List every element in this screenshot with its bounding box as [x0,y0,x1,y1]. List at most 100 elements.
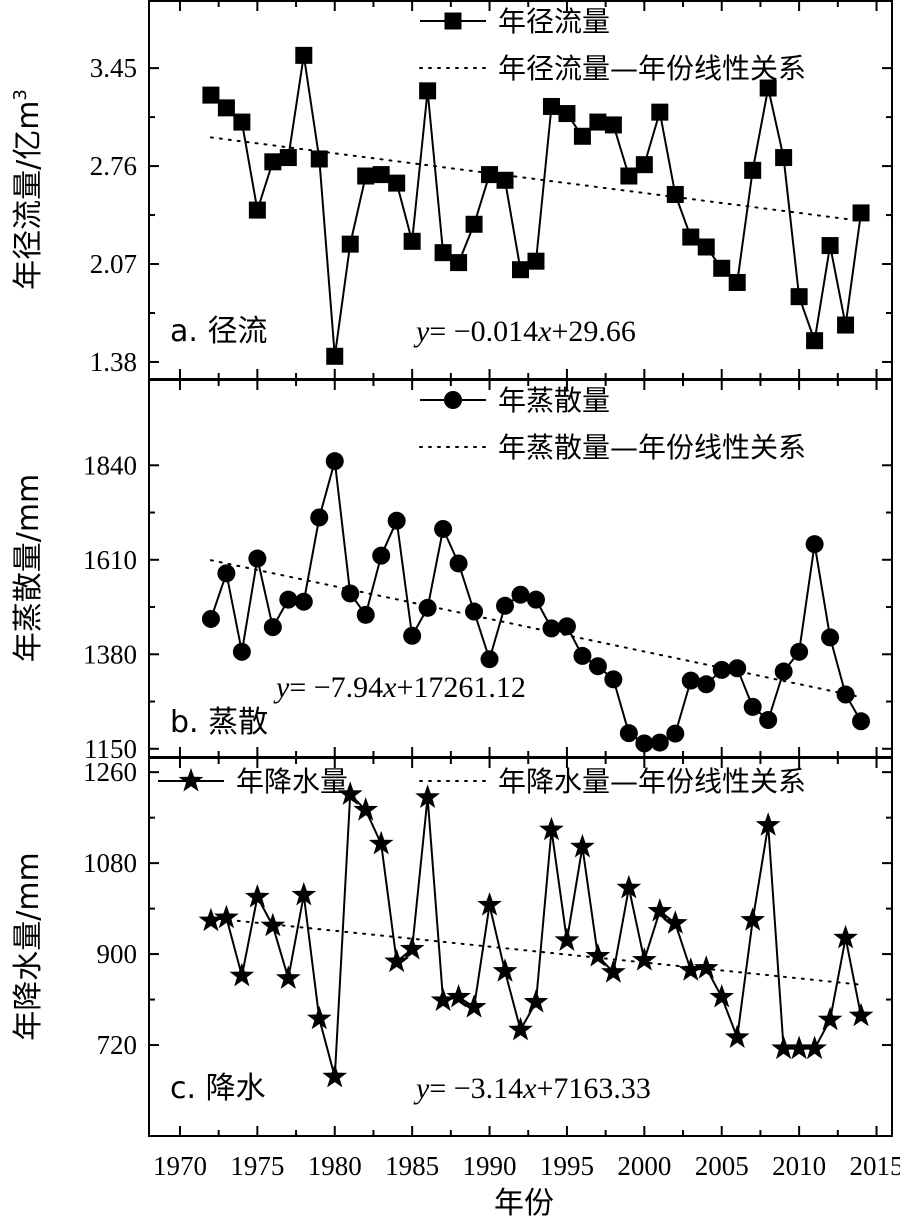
panel-3-data-point [771,1035,797,1060]
panel-3-data-point [817,1006,843,1031]
panel-2-legend-series-label: 年蒸散量 [498,384,610,417]
panel-1-data-point [744,161,762,179]
panel-1-y-tick-label: 3.45 [90,53,137,83]
panel-3-data-point [198,907,224,932]
panel-3-data-point [740,907,766,931]
panel-1-data-point [573,127,591,145]
panel-2-data-point [542,619,561,638]
panel-1-data-point [248,201,266,219]
panel-2-data-point [790,642,809,661]
panel-3-data-point [523,989,549,1013]
panel-2-data-point [681,671,700,690]
panel-2-data-point [341,584,360,603]
panel-1-data-point [666,185,684,203]
x-tick-label: 1970 [153,1151,207,1181]
panel-2-data-point [759,711,778,730]
panel-1-data-point [310,150,328,168]
x-tick-label: 1990 [463,1151,517,1181]
panel-2-y-tick-label: 1610 [83,545,137,575]
panel-2-data-point [821,628,840,647]
panel-2-data-point [712,660,731,679]
panel-2-data-point [743,697,762,716]
panel-1-data-point [728,273,746,291]
panel-3-data-point [631,947,657,971]
panel-3-data-point [322,1063,348,1088]
panel-3-data-point [570,833,595,858]
panel-1-data-point [604,116,622,134]
panel-1-data-point [357,167,375,185]
panel-1-data-point [527,252,545,270]
panel-3-data-point [585,943,611,967]
panel-3-label: c. 降水 [170,1071,266,1106]
panel-2-data-point [511,585,530,604]
panel-2-y-tick-label: 1380 [83,639,137,669]
panel-2-data-point [774,662,793,681]
panel-2-data-point [805,535,824,554]
panel-3-equation: y= −3.14x+7163.33 [413,1072,651,1105]
panel-1-data-point [759,79,777,97]
panel-3-legend-trend-label: 年降水量—年份线性关系 [498,765,806,798]
panel-1-data-point [775,149,793,167]
panel-3-data-point [709,984,735,1008]
panel-3-legend-series-label: 年降水量 [236,765,348,798]
panel-2-data-point [449,554,468,573]
panel-1-data-point [542,97,560,115]
panel-2-data-point [356,605,375,624]
panel-3-y-tick-label: 1080 [83,848,137,878]
panel-1-equation: y= −0.014x+29.66 [413,315,636,348]
panel-1-data-point [450,254,468,272]
panel-1-data-point [651,103,669,121]
panel-2-trend-line [209,559,863,699]
panel-2-y-axis-title: 年蒸散量/mm [11,474,46,663]
panel-2-data-point [263,618,282,637]
panel-2-data-point [403,626,422,645]
panel-3-data-point [601,959,626,983]
panel-2-data-point [418,598,437,617]
panel-3-data-point [492,958,518,982]
panel-2-legend-trend-label: 年蒸散量—年份线性关系 [498,431,806,464]
panel-1-data-point [372,166,390,184]
panel-2-data-point [697,675,716,694]
panel-2-label: b. 蒸散 [170,705,268,740]
x-tick-label: 2005 [695,1151,749,1181]
panel-1-data-point [558,105,576,123]
panel-1-data-point [403,232,421,250]
panel-1-data-point [496,171,514,189]
panel-3-data-point [755,812,781,836]
panel-2-data-point [666,724,685,743]
panel-2-data-point [588,657,607,676]
panel-3-y-tick-label: 1260 [83,757,137,787]
panel-3-data-point [461,994,487,1018]
panel-3-data-point [353,797,379,821]
panel-1-data-point [465,215,483,233]
panel-2-data-point [496,596,515,615]
panel-2-data-point [310,508,329,527]
panel-3-frame [148,757,893,1137]
panel-3-data-point [430,987,456,1012]
panel-1-series-line [210,55,862,357]
panel-2-data-point [526,590,545,609]
panel-3: 720 900 1080 1260 年降水量/mm 年降水量 年降水量—年份线性关系 c. 降… [11,757,893,1137]
x-tick-label: 1995 [540,1151,594,1181]
panel-2-data-point [836,685,855,704]
panel-3-data-point [291,881,317,906]
panel-3-series-line [210,792,862,1078]
panel-1-data-point [620,167,638,185]
panel-2-data-point [294,592,313,611]
panel-2-data-point [372,546,391,565]
panel-3-data-point [214,904,239,929]
panel-2-data-point [325,452,344,471]
panel-3-data-point [678,957,704,981]
panel-3-data-point [647,898,673,922]
panel-3-data-point [539,816,564,841]
x-tick-label: 1985 [385,1151,439,1181]
panel-1-data-point [341,235,359,253]
panel-1-data-point [264,153,282,171]
panel-3-data-point [724,1024,750,1048]
x-tick-label: 1975 [230,1151,284,1181]
panel-1-data-point [202,86,220,104]
panel-2-data-point [279,590,298,609]
